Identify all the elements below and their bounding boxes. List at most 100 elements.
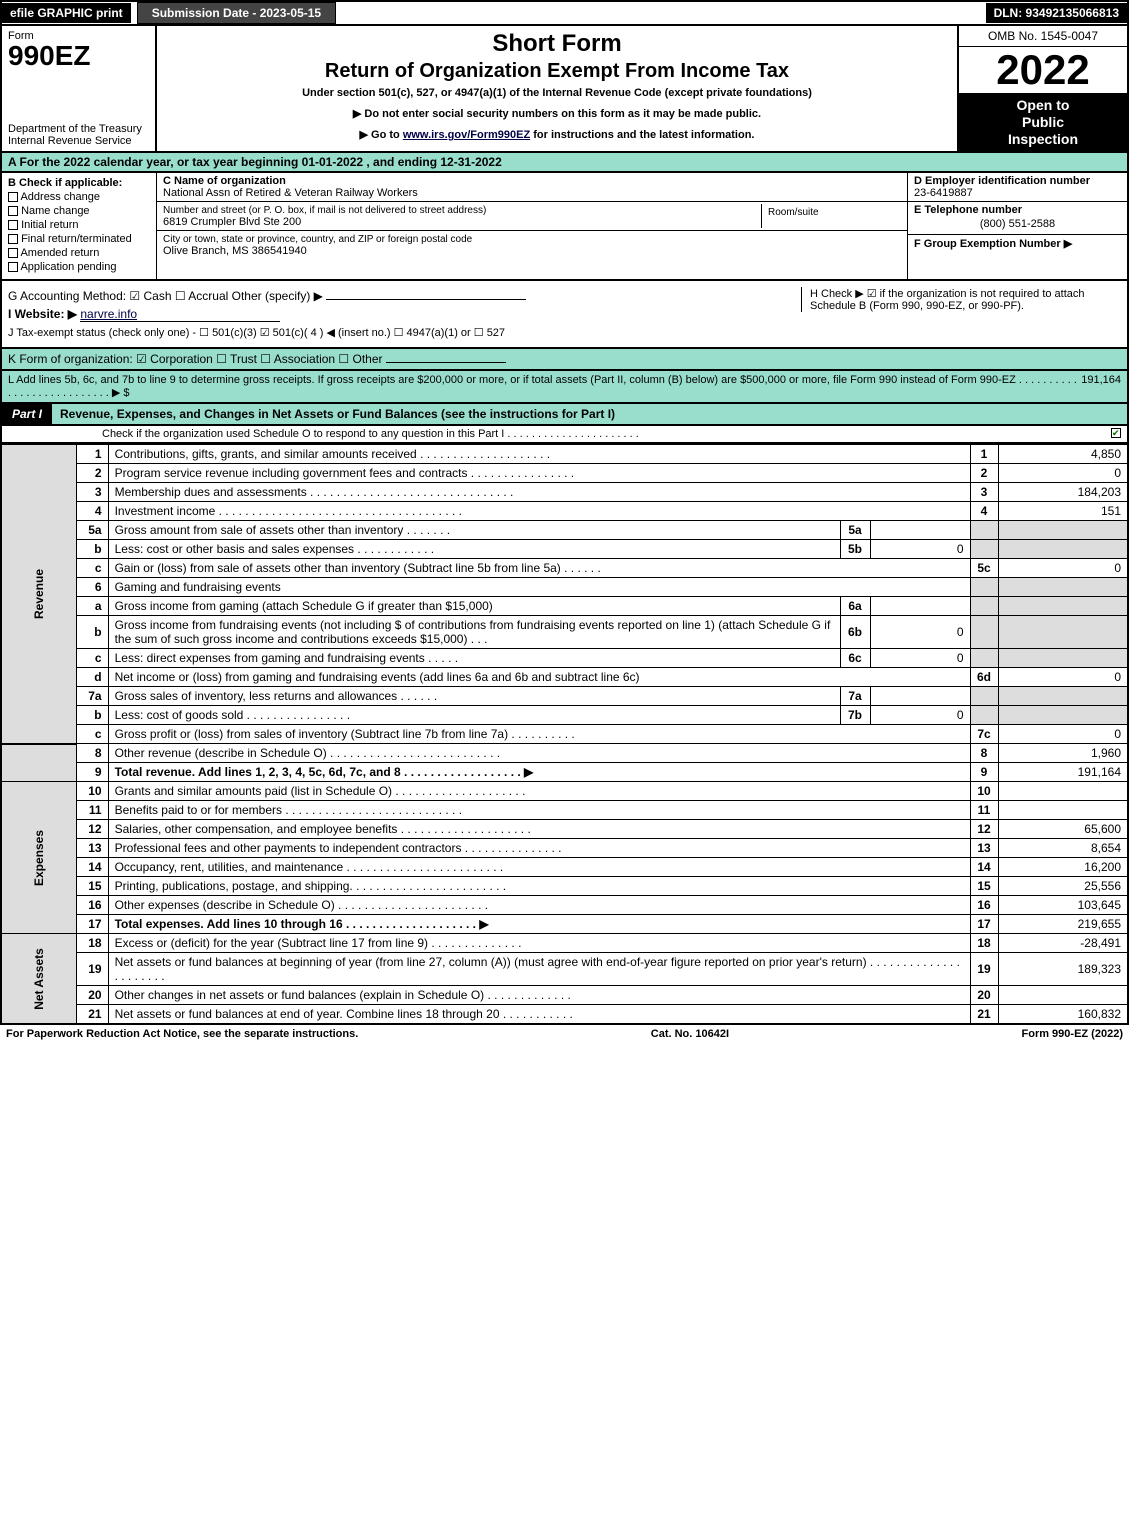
t-7a: Gross sales of inventory, less returns a… (108, 687, 840, 706)
t-15: Printing, publications, postage, and shi… (108, 877, 970, 896)
short-form-title: Short Form (163, 30, 951, 58)
department-label: Department of the Treasury Internal Reve… (8, 123, 149, 147)
t-7c: Gross profit or (loss) from sales of inv… (108, 725, 970, 744)
t-16: Other expenses (describe in Schedule O) … (108, 896, 970, 915)
topbar: efile GRAPHIC print Submission Date - 20… (0, 0, 1129, 26)
omb-number: OMB No. 1545-0047 (959, 26, 1127, 47)
part-i-header: Part I Revenue, Expenses, and Changes in… (0, 404, 1129, 426)
r-19: 19 (970, 953, 998, 986)
v-6c-grey (998, 649, 1128, 668)
block-bcdef: B Check if applicable: Address change Na… (0, 173, 1129, 281)
f-label: F Group Exemption Number ▶ (914, 238, 1072, 250)
v-9: 191,164 (998, 763, 1128, 782)
r-15: 15 (970, 877, 998, 896)
c-name-row: C Name of organization National Assn of … (157, 173, 907, 202)
t-21: Net assets or fund balances at end of ye… (108, 1005, 970, 1025)
sr-5a: 5a (840, 521, 870, 540)
efile-print-button[interactable]: efile GRAPHIC print (2, 3, 131, 23)
chk-final-return[interactable]: Final return/terminated (8, 233, 150, 245)
footer-mid: Cat. No. 10642I (651, 1028, 729, 1040)
d-ein: D Employer identification number 23-6419… (908, 173, 1127, 202)
c-city-row: City or town, state or province, country… (157, 231, 907, 259)
chk-name-change[interactable]: Name change (8, 205, 150, 217)
t-6c: Less: direct expenses from gaming and fu… (108, 649, 840, 668)
chk-initial-return[interactable]: Initial return (8, 219, 150, 231)
v-4: 151 (998, 502, 1128, 521)
r-1: 1 (970, 445, 998, 464)
r-7b-grey (970, 706, 998, 725)
side-revenue: Revenue (1, 445, 76, 744)
ln-3: 3 (76, 483, 108, 502)
ein-value: 23-6419887 (914, 187, 973, 199)
r-12: 12 (970, 820, 998, 839)
open-line1: Open to (961, 97, 1125, 114)
row-a-tax-year: A For the 2022 calendar year, or tax yea… (0, 153, 1129, 173)
room-label: Room/suite (768, 207, 819, 218)
col-def: D Employer identification number 23-6419… (907, 173, 1127, 279)
r-3: 3 (970, 483, 998, 502)
part-i-schedule-o-checkbox[interactable] (1111, 428, 1121, 438)
v-7c: 0 (998, 725, 1128, 744)
sv-6b: 0 (870, 616, 970, 649)
r-6b-grey (970, 616, 998, 649)
col-b-checkboxes: B Check if applicable: Address change Na… (2, 173, 157, 279)
t-19: Net assets or fund balances at beginning… (108, 953, 970, 986)
t-6b: Gross income from fundraising events (no… (108, 616, 840, 649)
r-6-grey (970, 578, 998, 597)
r-20: 20 (970, 986, 998, 1005)
t-1: Contributions, gifts, grants, and simila… (108, 445, 970, 464)
part-i-note-text: Check if the organization used Schedule … (102, 428, 639, 440)
ln-6: 6 (76, 578, 108, 597)
tax-year: 2022 (959, 47, 1127, 93)
open-to-public-badge: Open to Public Inspection (959, 93, 1127, 151)
k-other-input[interactable] (386, 362, 506, 363)
sr-5b: 5b (840, 540, 870, 559)
website-link[interactable]: narvre.info (80, 307, 280, 322)
v-13: 8,654 (998, 839, 1128, 858)
d-label: D Employer identification number (914, 175, 1090, 187)
r-6c-grey (970, 649, 998, 668)
v-15: 25,556 (998, 877, 1128, 896)
v-14: 16,200 (998, 858, 1128, 877)
e-telephone: E Telephone number (800) 551-2588 (908, 202, 1127, 235)
sr-6a: 6a (840, 597, 870, 616)
open-line2: Public (961, 114, 1125, 131)
r-16: 16 (970, 896, 998, 915)
part-i-title: Revenue, Expenses, and Changes in Net As… (52, 404, 623, 424)
r-5c: 5c (970, 559, 998, 578)
t-8: Other revenue (describe in Schedule O) .… (108, 744, 970, 763)
instruction-2: ▶ Go to www.irs.gov/Form990EZ for instru… (163, 128, 951, 141)
org-city: Olive Branch, MS 386541940 (163, 245, 307, 257)
t-6a: Gross income from gaming (attach Schedul… (108, 597, 840, 616)
org-street: 6819 Crumpler Blvd Ste 200 (163, 216, 301, 228)
side-expenses: Expenses (1, 782, 76, 934)
g-other-input[interactable] (326, 299, 526, 300)
ln-2: 2 (76, 464, 108, 483)
v-6b-grey (998, 616, 1128, 649)
ln-14: 14 (76, 858, 108, 877)
ln-6d: d (76, 668, 108, 687)
sv-5a (870, 521, 970, 540)
main-title: Return of Organization Exempt From Incom… (163, 60, 951, 83)
r-11: 11 (970, 801, 998, 820)
r-5a-grey (970, 521, 998, 540)
sv-6c: 0 (870, 649, 970, 668)
r-13: 13 (970, 839, 998, 858)
j-tax-exempt-status: J Tax-exempt status (check only one) - ☐… (8, 326, 1121, 339)
t-11: Benefits paid to or for members . . . . … (108, 801, 970, 820)
lines-table: Revenue 1 Contributions, gifts, grants, … (0, 444, 1129, 1025)
ln-8: 8 (76, 744, 108, 763)
c-street-label: Number and street (or P. O. box, if mail… (163, 205, 486, 216)
h-schedule-b: H Check ▶ ☑ if the organization is not r… (801, 287, 1121, 312)
chk-application-pending[interactable]: Application pending (8, 261, 150, 273)
r-6a-grey (970, 597, 998, 616)
section-ghij: G Accounting Method: ☑ Cash ☐ Accrual Ot… (0, 281, 1129, 349)
v-12: 65,600 (998, 820, 1128, 839)
irs-link[interactable]: www.irs.gov/Form990EZ (403, 129, 530, 141)
ln-1: 1 (76, 445, 108, 464)
g-text: G Accounting Method: ☑ Cash ☐ Accrual Ot… (8, 289, 323, 303)
header-right: OMB No. 1545-0047 2022 Open to Public In… (957, 26, 1127, 151)
r-7a-grey (970, 687, 998, 706)
chk-amended-return[interactable]: Amended return (8, 247, 150, 259)
chk-address-change[interactable]: Address change (8, 191, 150, 203)
